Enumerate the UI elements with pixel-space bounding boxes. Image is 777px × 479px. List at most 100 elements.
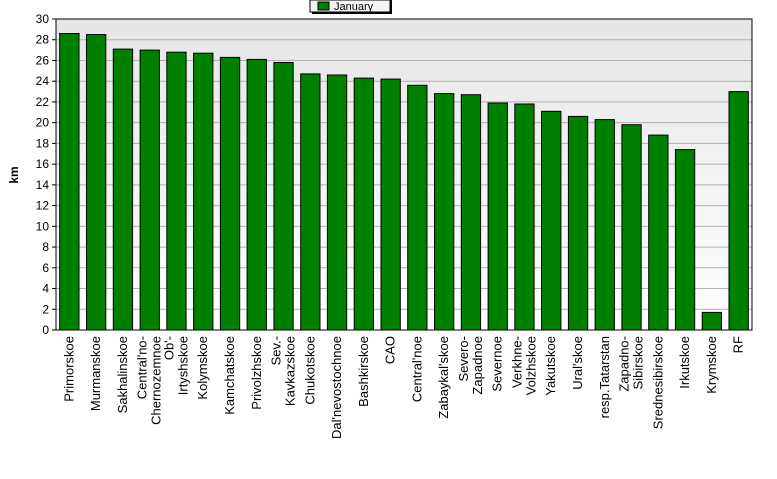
bar-4 [139, 49, 160, 331]
x-tick-label: Chukotskoe [302, 336, 317, 405]
x-tick-label-text: Primorskoe [61, 336, 76, 402]
x-tick-label-text: Verkhne-Volzhskoe [510, 336, 539, 395]
y-tick-label: 10 [36, 219, 50, 233]
x-tick-label: Privolzhskoe [249, 336, 264, 410]
x-tick-label-text: Sev.-Kavkazskoe [269, 336, 298, 406]
bar-9 [273, 62, 294, 331]
y-tick-label: 24 [36, 74, 50, 88]
bar-13 [380, 78, 401, 331]
y-axis-title: km [7, 166, 21, 183]
x-tick-label: CAO [383, 336, 398, 364]
bar-8 [246, 58, 267, 331]
x-tick-label: Murmanskoe [88, 336, 103, 411]
legend-box [309, 0, 391, 13]
bar-26 [728, 91, 749, 331]
x-tick-label-text: RF [731, 336, 746, 353]
bar-2 [86, 34, 107, 331]
x-tick-label-text: Severo-Zapadnoe [456, 336, 485, 395]
y-tick-label: 12 [36, 199, 50, 213]
x-tick-label-text: Zapadno-Sibirskoe [617, 336, 646, 392]
x-tick-label: Krymskoe [704, 336, 719, 394]
y-tick-label: 30 [36, 12, 50, 26]
bar-14 [407, 84, 428, 331]
x-tick-label-text: Krymskoe [704, 336, 719, 394]
x-tick-label-text: Central'noe [409, 336, 424, 402]
x-tick-label: Zabaykal'skoe [436, 336, 451, 419]
x-tick-label-text: Ural'skoe [570, 336, 585, 390]
y-tick-label: 4 [42, 282, 49, 296]
x-tick-label: Central'noe [409, 336, 424, 402]
y-tick-label: 26 [36, 53, 50, 67]
legend: January [309, 0, 392, 14]
bar-11 [326, 74, 348, 331]
bar-23 [648, 134, 669, 331]
bar-25 [701, 311, 723, 331]
bar-24 [674, 149, 696, 331]
x-tick-label-text: Bashkirskoe [356, 336, 371, 407]
bar-18 [514, 103, 535, 331]
x-tick-label-text: Chukotskoe [302, 336, 317, 405]
y-tick-label: 20 [36, 116, 50, 130]
x-tick-label: Severnoe [490, 336, 505, 392]
bar-7 [219, 56, 241, 331]
bar-6 [193, 52, 214, 331]
bar-10 [300, 73, 321, 331]
x-tick-label-text: Irkutskoe [677, 336, 692, 389]
x-tick-label: Zapadno-Sibirskoe [617, 336, 646, 392]
x-tick-label: Severo-Zapadnoe [456, 336, 485, 395]
x-tick-label-text: Dal'nevostochnoe [329, 336, 344, 439]
bar-17 [487, 102, 508, 331]
x-tick-label-text: Kolymskoe [195, 336, 210, 400]
x-tick-label: Srednesibirskoe [650, 336, 665, 429]
x-tick-label: Ural'skoe [570, 336, 585, 390]
y-tick-label: 0 [42, 323, 49, 337]
y-tick-label: 16 [36, 157, 50, 171]
plot-frame [55, 18, 753, 331]
x-tick-label: Kolymskoe [195, 336, 210, 400]
x-tick-label-text: resp.Tatarstan [597, 336, 612, 418]
bar-21 [594, 119, 615, 331]
legend-swatch [317, 1, 330, 11]
x-tick-label-text: Privolzhskoe [249, 336, 264, 410]
x-tick-label: Central'no-Chernozemnoe [135, 336, 164, 425]
x-tick-label-text: Kamchatskoe [222, 336, 237, 415]
x-tick-label-text: Yakutskoe [543, 336, 558, 396]
x-tick-label: Sakhalinskoe [115, 336, 130, 413]
x-tick-label-text: Severnoe [490, 336, 505, 392]
bar-5 [166, 51, 187, 331]
x-tick-label: resp.Tatarstan [597, 336, 612, 418]
x-tick-label: Irkutskoe [677, 336, 692, 389]
bar-1 [59, 33, 80, 331]
bar-3 [112, 48, 134, 331]
y-tick-label: 8 [42, 240, 49, 254]
x-tick-label-text: CAO [383, 336, 398, 364]
x-tick-label-text: Ob'-Irtyshskoe [162, 336, 191, 395]
bar-16 [460, 94, 482, 331]
x-tick-label: Sev.-Kavkazskoe [269, 336, 298, 406]
legend-label: January [334, 1, 374, 13]
x-tick-label: RF [731, 336, 746, 353]
x-tick-label: Primorskoe [61, 336, 76, 402]
x-tick-label-text: Srednesibirskoe [650, 336, 665, 429]
x-tick-label-text: Central'no-Chernozemnoe [135, 336, 164, 425]
x-tick-label-text: Zabaykal'skoe [436, 336, 451, 419]
y-tick-label: 28 [36, 33, 50, 47]
x-tick-label: Bashkirskoe [356, 336, 371, 407]
bar-12 [353, 77, 375, 331]
x-tick-label: Yakutskoe [543, 336, 558, 396]
y-tick-label: 6 [42, 261, 49, 275]
bar-20 [567, 115, 589, 331]
bar-22 [621, 124, 642, 331]
bar-15 [434, 93, 455, 331]
y-tick-label: 22 [36, 95, 50, 109]
x-tick-label: Ob'-Irtyshskoe [162, 336, 191, 395]
bar-19 [541, 110, 562, 331]
x-tick-label-text: Murmanskoe [88, 336, 103, 411]
y-tick-label: 14 [36, 178, 50, 192]
y-tick-label: 2 [42, 302, 49, 316]
plot-area [56, 19, 752, 330]
y-tick-label: 18 [36, 136, 50, 150]
x-tick-label: Dal'nevostochnoe [329, 336, 344, 439]
